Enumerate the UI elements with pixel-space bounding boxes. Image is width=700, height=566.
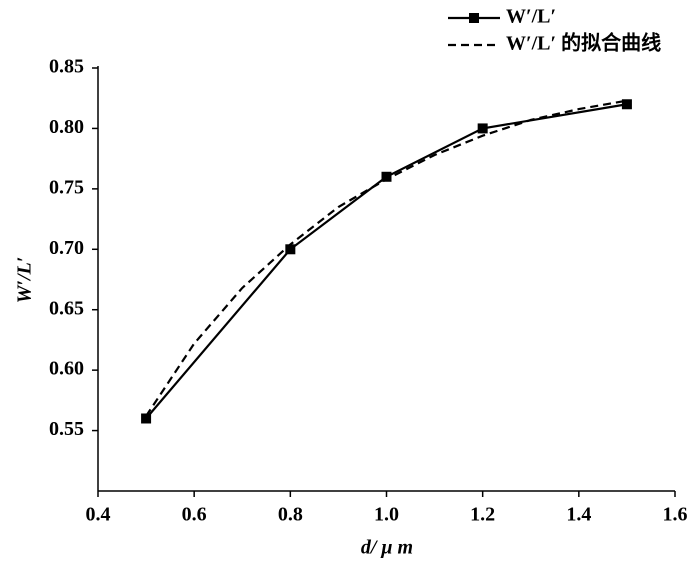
y-tick-label: 0.80: [49, 116, 84, 138]
marker: [381, 171, 392, 182]
legend-label: W′/L′ 的拟合曲线: [506, 31, 661, 55]
x-tick-label: 1.2: [470, 504, 495, 526]
y-tick-label: 0.75: [49, 176, 84, 198]
legend-marker: [469, 13, 479, 23]
x-tick-label: 0.6: [182, 504, 207, 526]
x-tick-label: 1.4: [566, 504, 591, 526]
series-line: [145, 103, 628, 420]
y-axis-label: W′/L′: [14, 257, 36, 304]
y-tick-label: 0.60: [49, 358, 84, 380]
x-tick-label: 1.0: [374, 504, 399, 526]
marker: [285, 244, 296, 255]
x-tick-label: 0.4: [86, 504, 111, 526]
legend-label: W′/L′: [506, 6, 556, 28]
x-tick-label: 0.8: [278, 504, 303, 526]
marker: [477, 123, 488, 134]
marker: [141, 413, 152, 424]
y-tick-label: 0.85: [49, 56, 84, 78]
y-tick-label: 0.65: [49, 297, 84, 319]
y-tick-label: 0.70: [49, 237, 84, 259]
y-tick-label: 0.55: [49, 418, 84, 440]
x-axis-label: d/ μ m: [361, 537, 413, 559]
series-line: [145, 99, 628, 417]
marker: [621, 99, 632, 110]
x-tick-label: 1.6: [663, 504, 688, 526]
